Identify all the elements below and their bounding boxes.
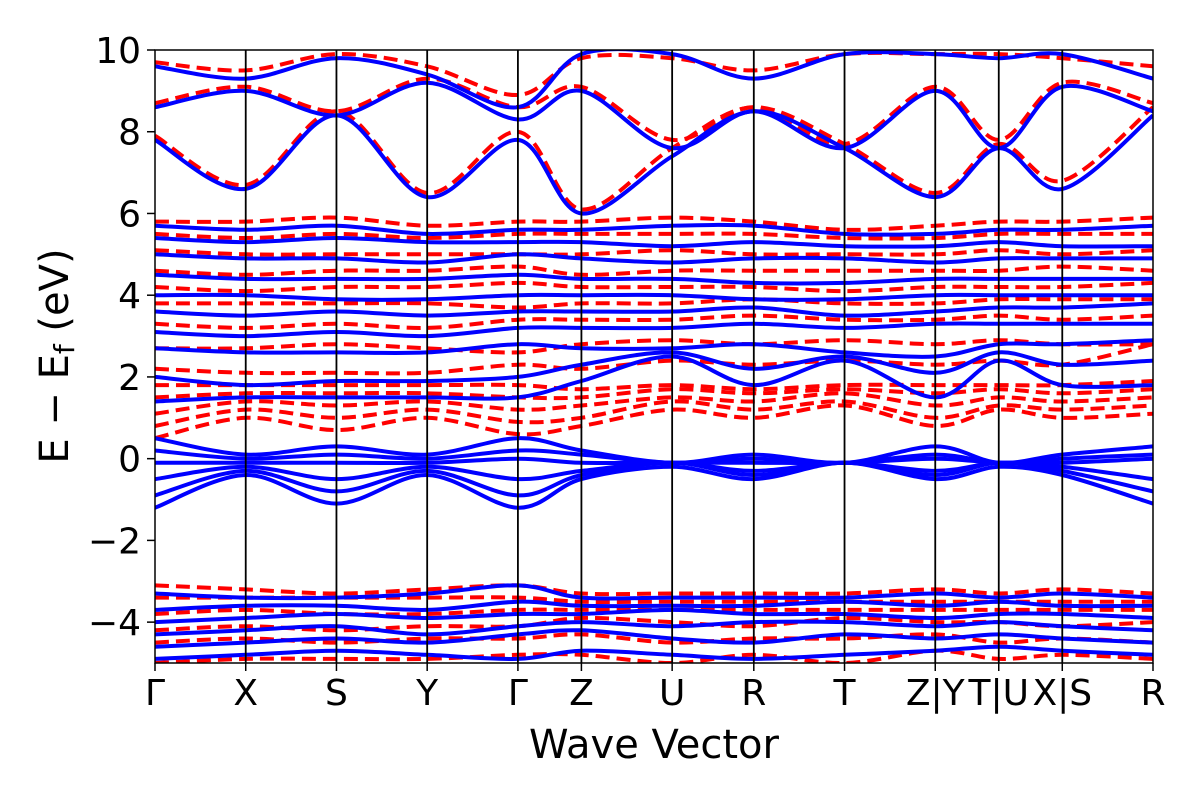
band-line-blue-solid — [155, 236, 1153, 249]
x-tick-label: X|S — [1032, 673, 1092, 714]
band-line-red-dashed — [155, 583, 1153, 597]
x-tick-label: R — [741, 673, 766, 714]
kpoint-lines — [244, 50, 1064, 663]
y-axis: 10 8 6 4 2 0 −2 −4 — [88, 31, 155, 644]
y-tick-label: 6 — [118, 194, 141, 235]
x-tick-label: R — [1140, 673, 1165, 714]
y-tick-label: −4 — [88, 603, 141, 644]
y-tick-label: 10 — [95, 31, 141, 72]
band-line-blue-solid — [155, 80, 1153, 151]
x-tick-label: Y — [415, 673, 439, 714]
band-line-blue-solid — [155, 436, 1153, 465]
y-tick-label: 2 — [118, 358, 141, 399]
x-tick-label: Z — [569, 673, 594, 714]
x-tick-label: Z|Y — [906, 673, 966, 714]
x-tick-label: T — [833, 673, 857, 714]
band-line-red-dashed — [155, 264, 1153, 277]
band-line-red-dashed — [155, 403, 1153, 441]
x-tick-label: Γ — [508, 673, 528, 714]
plot-frame — [154, 49, 1154, 664]
y-tick-label: 8 — [118, 113, 141, 154]
y-axis-title: E − Ef (eV) — [32, 248, 81, 463]
bands-group — [155, 50, 1153, 663]
x-tick-label: S — [325, 673, 348, 714]
band-line-red-dashed — [155, 105, 1153, 212]
y-axis-title-prefix: E − E — [32, 354, 78, 464]
band-line-red-dashed — [155, 248, 1153, 257]
x-axis: Γ X S Y Γ Z U R T Z|Y T|U X|S R — [145, 663, 1166, 714]
y-tick-label: −2 — [88, 521, 141, 562]
y-axis-title-subscript: f — [48, 343, 81, 354]
y-tick-label: 4 — [118, 276, 141, 317]
band-line-red-dashed — [155, 50, 1153, 98]
x-tick-label: X — [233, 673, 258, 714]
band-line-red-dashed — [155, 313, 1153, 330]
x-tick-label: T|U — [968, 673, 1029, 714]
y-axis-title-suffix: (eV) — [32, 248, 78, 344]
x-tick-label: U — [659, 673, 685, 714]
y-tick-label: 0 — [118, 440, 141, 481]
band-line-red-dashed — [155, 280, 1153, 294]
x-tick-label: Γ — [145, 673, 165, 714]
band-line-blue-solid — [155, 272, 1153, 286]
x-axis-title: Wave Vector — [529, 722, 780, 768]
